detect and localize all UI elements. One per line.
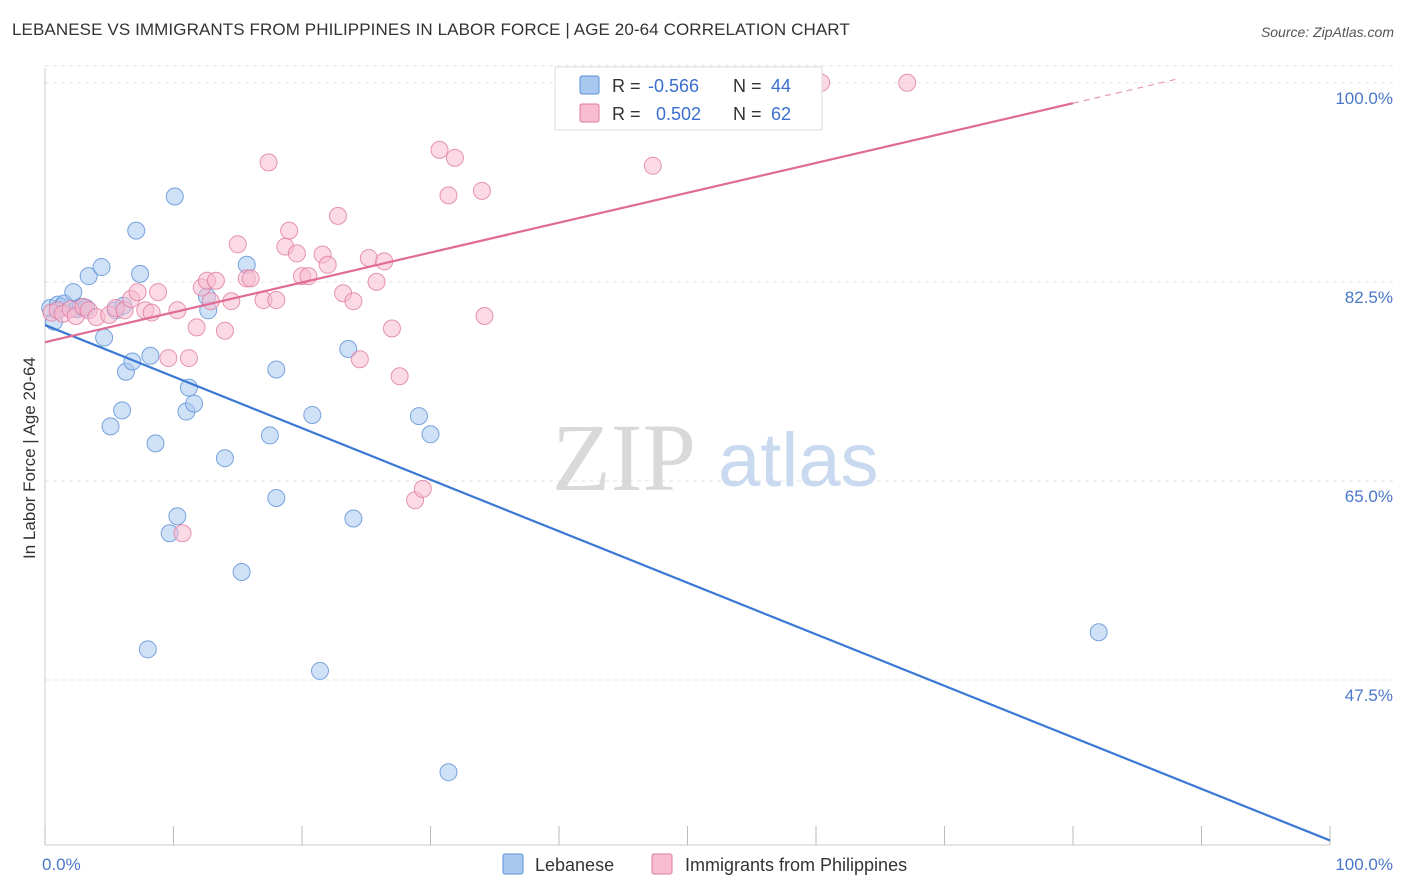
point-lebanese — [146, 434, 165, 453]
y-axis-title: In Labor Force | Age 20-64 — [20, 357, 39, 559]
point-philippines — [344, 292, 363, 311]
point-lebanese — [339, 339, 358, 358]
point-philippines — [413, 479, 432, 498]
scatter-points — [41, 73, 1108, 782]
point-lebanese — [267, 360, 286, 379]
stats-legend-r-value-lebanese: -0.566 — [648, 76, 699, 96]
bottom-legend-label-lebanese: Lebanese — [535, 855, 614, 875]
point-lebanese — [79, 267, 98, 286]
point-lebanese — [267, 489, 286, 508]
watermark-zip: ZIP — [552, 404, 696, 511]
y-tick-label: 82.5% — [1345, 288, 1393, 307]
watermark: ZIP atlas — [552, 404, 879, 511]
stats-legend-n-value-philippines: 62 — [771, 104, 791, 124]
x-tick-label: 0.0% — [42, 855, 81, 874]
point-philippines — [359, 248, 378, 267]
point-philippines — [228, 235, 247, 254]
stats-legend-r-label-philippines: R = — [612, 104, 641, 124]
stats-legend-n-label-lebanese: N = — [733, 76, 762, 96]
point-philippines — [430, 140, 449, 159]
point-philippines — [472, 181, 491, 200]
trend-lines — [44, 78, 1331, 842]
bottom-legend-label-philippines: Immigrants from Philippines — [685, 855, 907, 875]
point-lebanese — [138, 640, 157, 659]
point-lebanese — [260, 426, 279, 445]
grid-lines — [45, 65, 1393, 681]
point-lebanese — [168, 507, 187, 526]
chart-title: LEBANESE VS IMMIGRANTS FROM PHILIPPINES … — [12, 20, 850, 39]
stats-legend-r-value-philippines: 0.502 — [656, 104, 701, 124]
point-philippines — [445, 148, 464, 167]
point-philippines — [173, 524, 192, 543]
bottom-legend-swatch-philippines — [651, 853, 673, 875]
point-philippines — [439, 186, 458, 205]
x-tick-labels: 0.0% 100.0% — [42, 855, 1393, 874]
point-philippines — [318, 255, 337, 274]
point-philippines — [367, 272, 386, 291]
stats-legend-swatch-philippines — [579, 103, 600, 123]
point-lebanese — [409, 407, 428, 426]
stats-legend-r-label-lebanese: R = — [612, 76, 641, 96]
stats-legend-n-label-philippines: N = — [733, 104, 762, 124]
point-philippines — [898, 73, 917, 92]
point-philippines — [128, 283, 147, 302]
point-lebanese — [113, 401, 132, 420]
trend-line-philippines — [44, 102, 1074, 344]
x-tick-label: 100.0% — [1335, 855, 1393, 874]
point-lebanese — [232, 562, 251, 581]
point-lebanese — [95, 328, 114, 347]
point-lebanese — [165, 187, 184, 206]
point-lebanese — [64, 283, 83, 302]
bottom-legend-swatch-lebanese — [502, 853, 524, 875]
bottom-legend: Lebanese Immigrants from Philippines — [502, 853, 907, 875]
point-philippines — [267, 291, 286, 310]
point-philippines — [159, 349, 178, 368]
y-tick-label: 100.0% — [1335, 89, 1393, 108]
point-philippines — [206, 271, 225, 290]
watermark-atlas: atlas — [718, 418, 879, 503]
point-lebanese — [92, 258, 111, 277]
point-philippines — [287, 244, 306, 263]
y-tick-labels: 47.5% 65.0% 82.5% 100.0% — [1335, 89, 1393, 705]
source-credit: Source: ZipAtlas.com — [1260, 24, 1394, 40]
point-lebanese — [185, 394, 204, 413]
trend-line-lebanese — [44, 324, 1331, 842]
point-lebanese — [215, 449, 234, 468]
point-philippines — [328, 206, 347, 225]
axes — [44, 68, 1331, 846]
point-philippines — [149, 283, 168, 302]
point-philippines — [259, 153, 278, 172]
point-philippines — [187, 318, 206, 337]
point-lebanese — [131, 264, 150, 283]
point-philippines — [390, 367, 409, 386]
point-philippines — [215, 321, 234, 340]
point-philippines — [179, 349, 198, 368]
point-lebanese — [439, 763, 458, 782]
point-philippines — [382, 319, 401, 338]
point-lebanese — [141, 346, 160, 365]
y-tick-label: 47.5% — [1345, 686, 1393, 705]
point-lebanese — [310, 661, 329, 680]
point-philippines — [643, 156, 662, 175]
point-lebanese — [421, 425, 440, 444]
stats-legend-n-value-lebanese: 44 — [771, 76, 791, 96]
stats-legend-swatch-lebanese — [579, 75, 600, 95]
y-tick-label: 65.0% — [1345, 487, 1393, 506]
point-philippines — [280, 221, 299, 240]
point-philippines — [475, 306, 494, 325]
point-lebanese — [127, 221, 146, 240]
stats-legend: R = -0.566 N = 44 R = 0.502 N = 62 — [554, 66, 823, 131]
point-philippines — [241, 269, 260, 288]
point-philippines — [350, 350, 369, 369]
point-lebanese — [101, 417, 120, 436]
point-lebanese — [1089, 623, 1108, 642]
point-lebanese — [303, 405, 322, 424]
point-lebanese — [344, 509, 363, 528]
